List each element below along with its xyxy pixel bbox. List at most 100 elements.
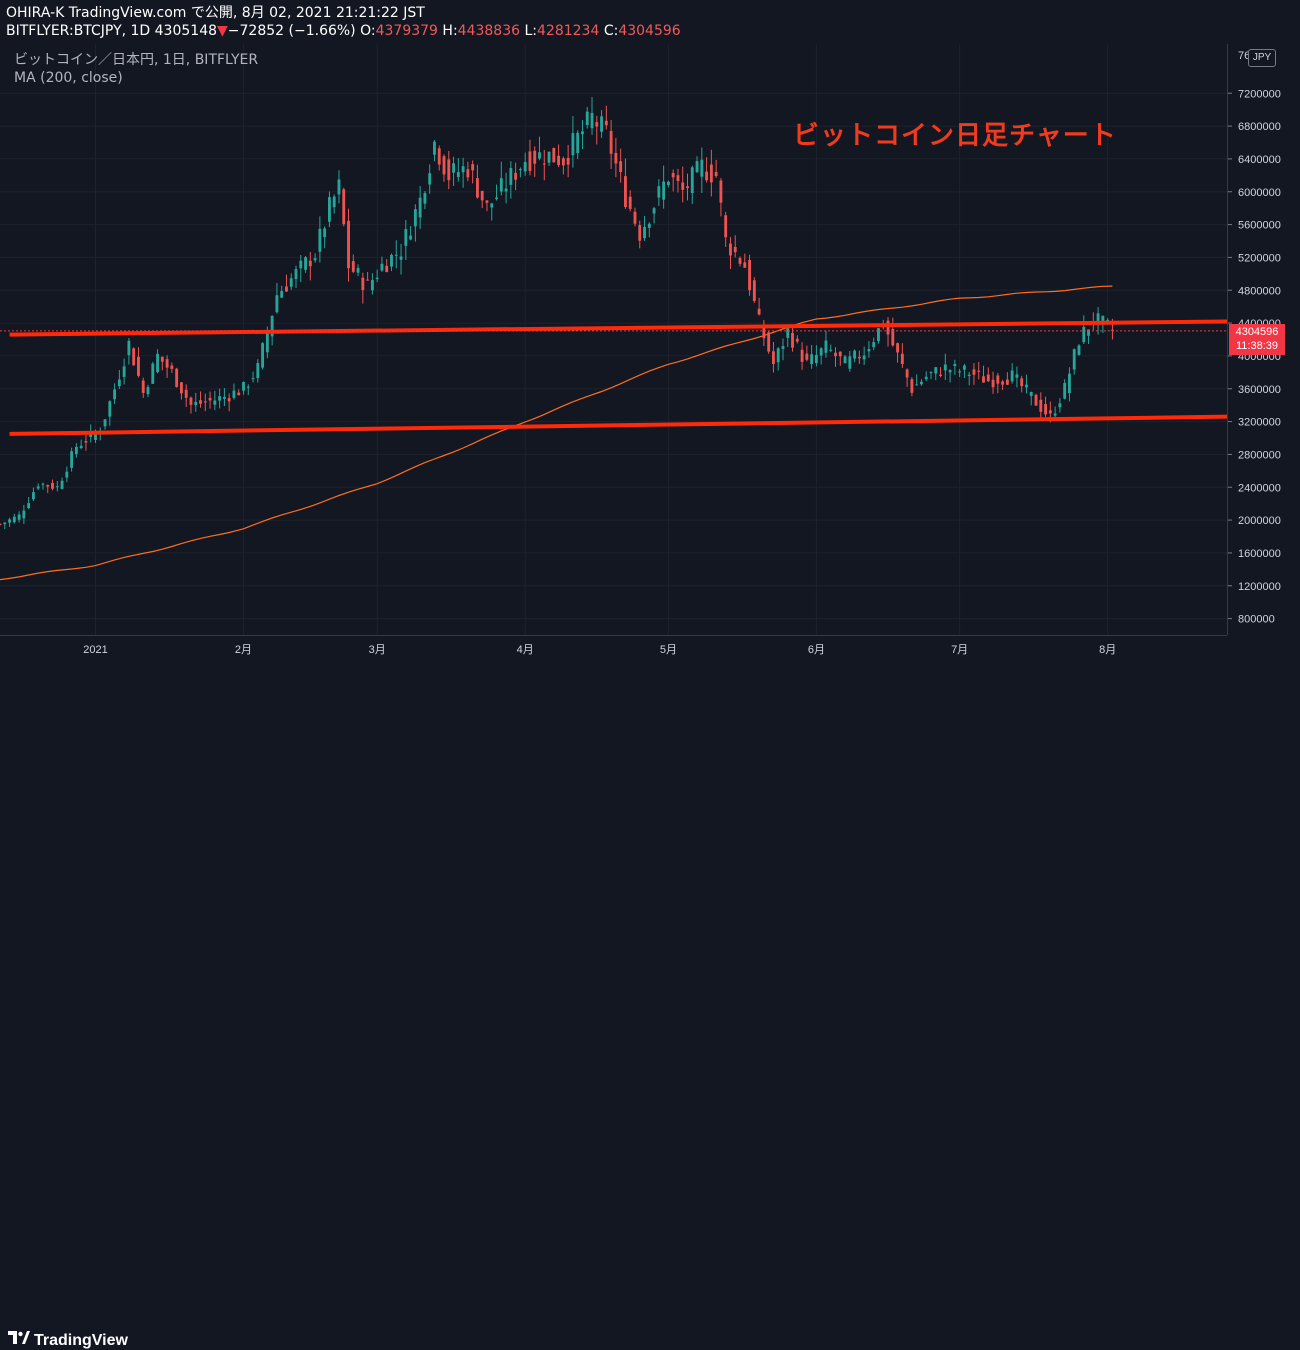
candle bbox=[289, 273, 293, 290]
candle bbox=[633, 207, 637, 227]
trendline[interactable] bbox=[9, 319, 1227, 337]
candle bbox=[666, 180, 670, 188]
candle bbox=[853, 349, 857, 363]
candle bbox=[604, 105, 608, 130]
candle bbox=[31, 487, 35, 502]
candle bbox=[275, 282, 279, 314]
candle bbox=[380, 256, 384, 272]
candle bbox=[70, 447, 74, 472]
candle bbox=[829, 344, 833, 353]
candle bbox=[1082, 315, 1086, 344]
candle bbox=[261, 342, 265, 370]
candle bbox=[676, 168, 680, 193]
down-arrow-icon: ▼ bbox=[217, 23, 228, 39]
candle bbox=[366, 271, 370, 281]
candle bbox=[485, 200, 489, 212]
candle bbox=[576, 130, 580, 160]
candle bbox=[84, 433, 88, 451]
candle bbox=[256, 359, 260, 383]
candle bbox=[456, 158, 460, 182]
candle bbox=[967, 371, 971, 386]
candle bbox=[433, 140, 436, 162]
candle bbox=[518, 167, 522, 178]
x-tick-label: 4月 bbox=[517, 644, 534, 656]
candle bbox=[175, 367, 179, 388]
candle bbox=[361, 272, 365, 304]
y-tick-label: 5200000 bbox=[1238, 252, 1281, 264]
candle bbox=[628, 190, 632, 212]
candle bbox=[643, 215, 646, 241]
candle bbox=[428, 164, 432, 194]
tradingview-logo[interactable]: TradingView bbox=[8, 1331, 128, 1350]
candle bbox=[60, 477, 64, 490]
candle bbox=[179, 382, 183, 400]
candle bbox=[285, 274, 288, 292]
candle bbox=[1063, 379, 1067, 400]
currency-badge[interactable]: JPY bbox=[1248, 49, 1276, 67]
candle bbox=[146, 384, 150, 398]
candle bbox=[824, 330, 828, 358]
candle bbox=[1015, 366, 1019, 388]
legend-indicator: MA (200, close) bbox=[14, 70, 123, 86]
candle bbox=[619, 148, 623, 183]
candle bbox=[843, 355, 847, 364]
candle bbox=[910, 377, 914, 397]
candle bbox=[738, 256, 742, 267]
candle bbox=[939, 367, 942, 378]
price-chart[interactable] bbox=[0, 44, 1227, 635]
candle bbox=[399, 243, 403, 275]
y-tick-label: 76 bbox=[1238, 50, 1250, 62]
candle bbox=[327, 191, 331, 228]
candle bbox=[690, 165, 694, 204]
symbol-info: BITFLYER:BTCJPY, 1D 4305148 bbox=[6, 23, 218, 39]
candle bbox=[1005, 372, 1009, 385]
last-price-value: 4304596 bbox=[1235, 326, 1279, 338]
candle bbox=[170, 362, 174, 373]
candle bbox=[958, 368, 962, 378]
candle bbox=[156, 349, 159, 374]
candle bbox=[929, 371, 933, 380]
price-change: −72852 (−1.66%) bbox=[227, 23, 356, 39]
ohlc-row: BITFLYER:BTCJPY, 1D 4305148▼−72852 (−1.6… bbox=[6, 22, 681, 40]
candle bbox=[686, 173, 689, 201]
candle bbox=[724, 211, 728, 247]
candle bbox=[227, 393, 231, 412]
trendline[interactable] bbox=[9, 414, 1227, 436]
y-tick-label: 800000 bbox=[1238, 614, 1275, 626]
candle bbox=[251, 371, 255, 383]
chart-header: OHIRA-K TradingView.com で公開, 8月 02, 2021… bbox=[6, 4, 681, 40]
candle bbox=[896, 342, 900, 363]
y-tick-label: 2000000 bbox=[1238, 515, 1281, 527]
candle bbox=[51, 479, 54, 491]
candle bbox=[848, 350, 852, 372]
y-tick-label: 6000000 bbox=[1238, 187, 1281, 199]
candle bbox=[242, 381, 245, 395]
time-axis[interactable]: 2021 2月 3月 4月 5月 6月 7月 8月 bbox=[0, 635, 1227, 661]
candle bbox=[528, 139, 532, 176]
candle bbox=[695, 156, 699, 174]
candle bbox=[222, 388, 226, 407]
candle bbox=[74, 443, 78, 458]
candle bbox=[46, 484, 50, 494]
y-tick-label: 5600000 bbox=[1238, 220, 1281, 232]
candle bbox=[886, 317, 890, 347]
candle bbox=[614, 137, 618, 178]
candle bbox=[571, 116, 575, 168]
candle bbox=[370, 273, 374, 295]
candle bbox=[581, 120, 584, 150]
x-tick-label: 2月 bbox=[235, 644, 252, 656]
tradingview-logo-icon bbox=[8, 1331, 30, 1344]
candle bbox=[819, 347, 823, 365]
y-tick-label: 2400000 bbox=[1238, 482, 1281, 494]
x-tick-label: 2021 bbox=[83, 644, 107, 656]
candle bbox=[203, 393, 207, 412]
candle bbox=[132, 347, 136, 366]
candle bbox=[0, 523, 2, 526]
candle bbox=[762, 320, 766, 346]
candle bbox=[413, 204, 417, 242]
candle bbox=[714, 159, 718, 178]
candle bbox=[237, 389, 241, 396]
candle bbox=[117, 369, 121, 389]
candle bbox=[700, 147, 704, 193]
low-label: L: bbox=[524, 23, 538, 39]
